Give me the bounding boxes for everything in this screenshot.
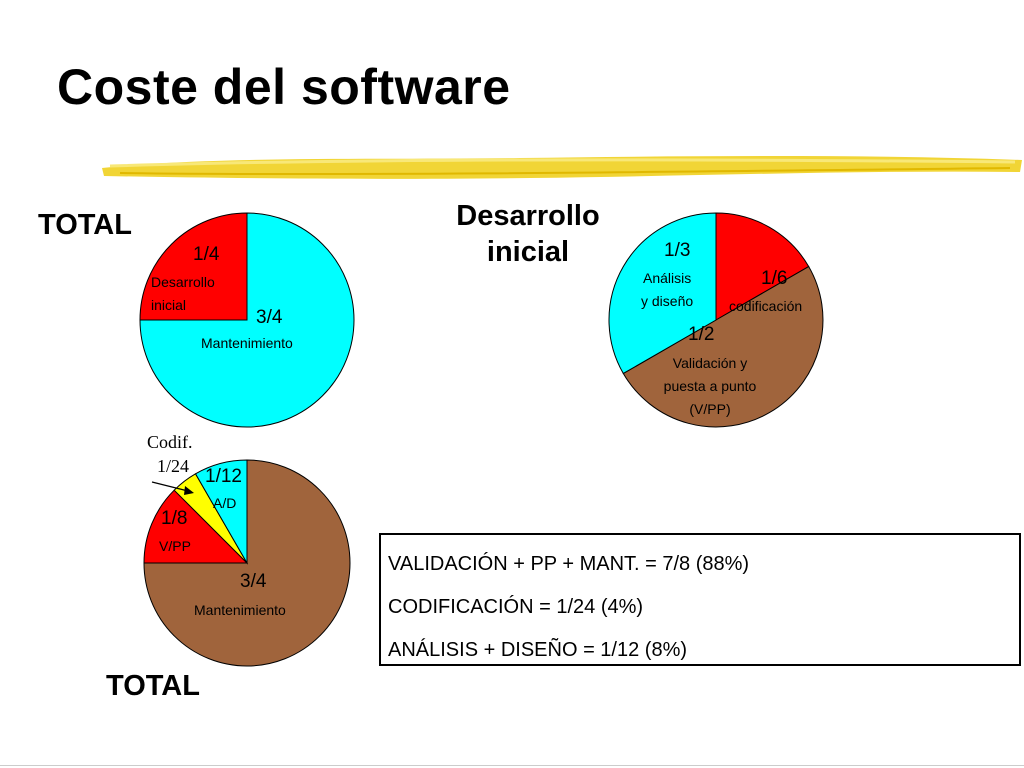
slice-fraction-codificacion: 1/6 [761,268,788,289]
pie-slice-mantenimiento-total [143,459,351,667]
slice-fraction-ad: 1/12 [205,466,242,487]
slice-label-validacion-line2: puesta a punto [663,378,757,394]
slice-label-desarrollo-line2: inicial [151,297,187,313]
summary-line-validacion: VALIDACIÓN + PP + MANT. = 7/8 (88%) [388,553,750,575]
slice-fraction-analisis: 1/3 [664,240,691,261]
pie-slice-validacion [622,265,824,428]
slice-fraction-codif: 1/24 [157,456,190,476]
pie-slice-ad [194,459,248,565]
pie-slice-codificacion [715,212,810,321]
chart-total-bottom-heading: TOTAL [106,670,200,702]
footer-divider [0,765,1024,766]
slice-fraction-mantenimiento-total: 3/4 [240,571,267,592]
slice-fraction-vpp: 1/8 [161,508,188,529]
codif-pointer-arrow [151,481,189,492]
pie-slice-desarrollo-inicial [139,212,248,321]
pie-slice-vpp [143,489,249,564]
slice-label-vpp: V/PP [159,538,191,554]
slice-label-analisis-line1: Análisis [643,270,692,286]
pie-slice-analisis [608,212,717,375]
slide-title: Coste del software [57,59,511,115]
highlighter-stroke [102,156,1022,179]
slice-fraction-validacion: 1/2 [688,324,715,345]
chart-dev-heading-line2: inicial [486,236,570,268]
chart-dev-heading-line1: Desarrollo [456,200,600,232]
chart-total-top-heading: TOTAL [38,209,132,241]
codif-pointer-arrowhead [184,486,194,495]
summary-box: VALIDACIÓN + PP + MANT. = 7/8 (88%) CODI… [379,533,1021,666]
slice-fraction-mantenimiento: 3/4 [256,307,283,328]
slice-label-codif: Codif. [147,432,193,452]
slice-label-validacion-line1: Validación y [672,355,748,371]
slice-label-desarrollo-line1: Desarrollo [151,274,215,290]
slice-label-analisis-line2: y diseño [641,293,694,309]
chart-dev-heading: Desarrollo inicial [428,198,628,270]
slice-label-validacion-line3: (V/PP) [689,401,731,417]
summary-line-codificacion: CODIFICACIÓN = 1/24 (4%) [388,596,644,618]
pie-slice-mantenimiento [139,212,355,428]
slice-label-mantenimiento-total: Mantenimiento [194,602,286,618]
summary-line-analisis: ANÁLISIS + DISEÑO = 1/12 (8%) [388,639,688,661]
slice-label-codificacion: codificación [729,298,803,314]
slice-fraction-desarrollo: 1/4 [193,244,220,265]
slice-label-mantenimiento: Mantenimiento [201,335,293,351]
slice-label-ad: A/D [213,495,237,511]
